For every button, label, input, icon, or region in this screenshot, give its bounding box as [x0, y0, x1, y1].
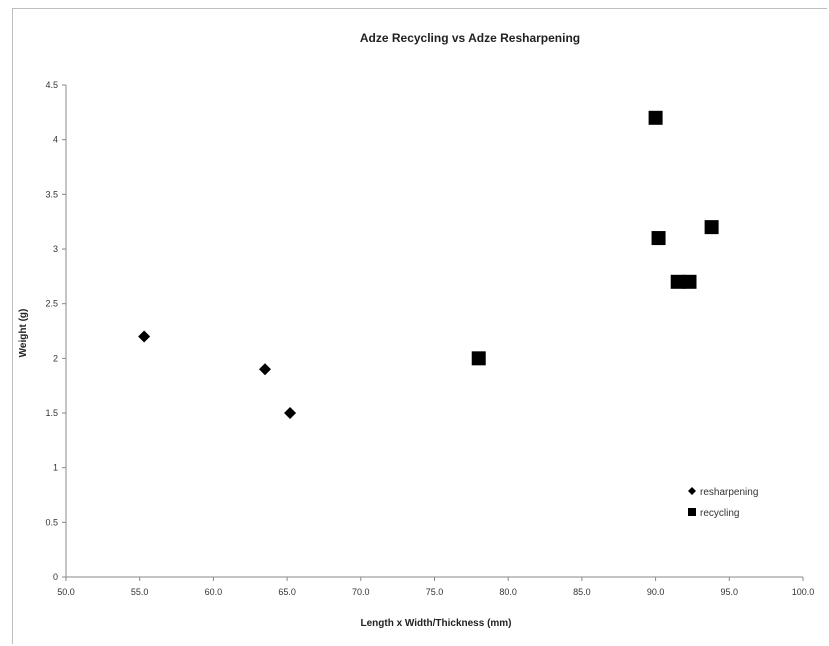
y-tick-label: 0.5: [45, 517, 58, 527]
resharpening-point: [284, 407, 297, 419]
legend-square-marker: [688, 508, 696, 516]
resharpening-point: [138, 330, 151, 343]
legend-label: recycling: [700, 508, 739, 519]
x-tick-label: 85.0: [573, 587, 591, 597]
recycling-point: [648, 110, 663, 125]
chart-frame: [12, 8, 827, 644]
legend-label: resharpening: [700, 487, 758, 498]
x-tick-label: 65.0: [278, 587, 296, 597]
x-axis-label: Length x Width/Thickness (mm): [360, 618, 511, 629]
x-tick-label: 60.0: [205, 587, 223, 597]
y-tick-label: 4: [53, 135, 58, 145]
x-tick-label: 95.0: [721, 587, 739, 597]
y-tick-label: 3.5: [45, 189, 58, 199]
recycling-point: [651, 231, 666, 246]
recycling-point: [682, 274, 697, 289]
x-tick-label: 100.0: [792, 587, 815, 597]
x-tick-label: 55.0: [131, 587, 149, 597]
y-tick-label: 2.5: [45, 299, 58, 309]
x-tick-label: 80.0: [499, 587, 517, 597]
chart-title: Adze Recycling vs Adze Resharpening: [360, 31, 580, 45]
legend-diamond-marker: [688, 487, 696, 495]
y-tick-label: 4.5: [45, 80, 58, 90]
y-tick-label: 1: [53, 463, 58, 473]
axes: [62, 84, 804, 581]
x-tick-label: 90.0: [647, 587, 665, 597]
x-tick-label: 50.0: [57, 587, 75, 597]
y-tick-label: 2: [53, 353, 58, 363]
recycling-point: [670, 274, 685, 289]
recycling-point: [471, 351, 486, 366]
x-tick-label: 75.0: [426, 587, 444, 597]
recycling-point: [704, 220, 719, 235]
tick-labels: 50.0 55.0 60.0 65.0 70.0 75.0 80.0 85.0 90.0 95.0…: [45, 80, 814, 597]
y-tick-label: 0: [53, 572, 58, 582]
resharpening-point: [258, 363, 271, 376]
x-tick-label: 70.0: [352, 587, 370, 597]
y-tick-label: 3: [53, 244, 58, 254]
data-points: [138, 110, 719, 419]
y-axis-label: Weight (g): [18, 309, 29, 358]
y-tick-label: 1.5: [45, 408, 58, 418]
legend: resharpening recycling: [688, 487, 758, 519]
